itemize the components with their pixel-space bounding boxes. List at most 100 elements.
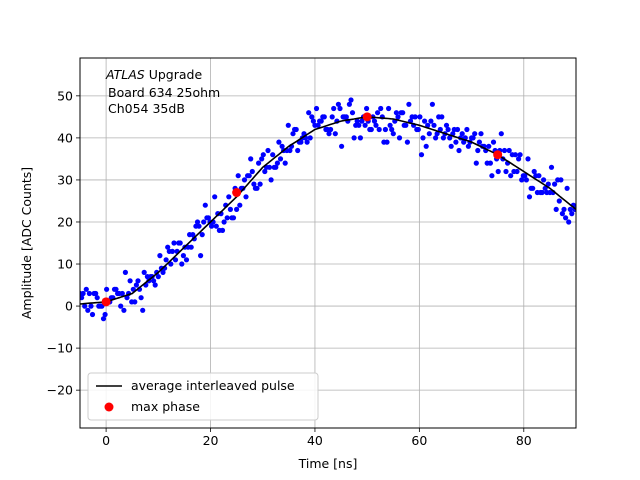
- sample-point: [556, 198, 562, 204]
- sample-point: [382, 126, 388, 133]
- sample-point: [375, 110, 381, 116]
- sample-point: [393, 110, 399, 116]
- y-tick-label: 50: [57, 88, 73, 103]
- sample-point: [306, 110, 312, 116]
- sample-point: [80, 295, 85, 301]
- sample-point: [213, 223, 219, 229]
- plot-frame: [79, 57, 577, 429]
- sample-point: [82, 303, 88, 309]
- annotation-upgrade-word: Upgrade: [145, 67, 203, 82]
- sample-point: [406, 101, 412, 107]
- sample-point: [386, 105, 392, 112]
- sample-point: [553, 206, 559, 212]
- sample-point: [489, 173, 495, 179]
- max-phase-point: [493, 150, 503, 160]
- legend-box: [87, 372, 319, 421]
- y-tick-label: 40: [57, 130, 73, 145]
- sample-point: [498, 131, 504, 137]
- sample-point: [418, 152, 425, 158]
- sample-point: [243, 194, 249, 200]
- sample-point: [559, 211, 566, 217]
- x-axis-label: Time [ns]: [298, 456, 358, 471]
- sample-point: [251, 181, 257, 187]
- sample-point: [478, 131, 484, 137]
- sample-point: [154, 269, 160, 275]
- sample-point: [179, 261, 185, 267]
- sample-point: [486, 143, 492, 149]
- y-tick-label: 20: [57, 214, 73, 229]
- sample-point: [439, 114, 445, 120]
- sample-point: [234, 206, 240, 212]
- sample-point: [472, 131, 478, 137]
- sample-point: [348, 97, 354, 103]
- x-axis-ticks: 0 20 40 60 80: [102, 428, 532, 448]
- sample-point: [490, 139, 497, 145]
- sample-point: [517, 152, 523, 158]
- sample-point: [536, 173, 542, 179]
- sample-point: [378, 105, 384, 112]
- sample-point: [346, 101, 352, 107]
- sample-point: [329, 114, 335, 120]
- sample-point: [403, 122, 409, 128]
- sample-point: [80, 290, 86, 297]
- sample-point: [448, 143, 454, 149]
- sample-point: [188, 244, 194, 250]
- sample-point: [422, 118, 428, 124]
- sample-point: [266, 164, 273, 170]
- sample-point: [138, 295, 144, 301]
- sample-point: [256, 160, 262, 166]
- sample-point: [310, 118, 316, 124]
- sample-point: [487, 160, 493, 166]
- x-tick-label: 20: [203, 433, 219, 448]
- sample-point: [428, 118, 434, 124]
- sample-point: [240, 185, 246, 191]
- legend-marker-swatch: [104, 402, 114, 412]
- sample-point: [569, 211, 575, 217]
- sample-point: [522, 173, 528, 179]
- sample-point: [100, 316, 107, 322]
- sample-point: [307, 135, 313, 141]
- sample-point: [298, 139, 304, 145]
- sample-point: [564, 185, 570, 191]
- sample-point: [237, 202, 243, 208]
- sample-point: [249, 168, 255, 175]
- sample-point: [453, 139, 459, 145]
- annotation-line-2: Board 634 25ohm: [108, 85, 220, 100]
- sample-point: [141, 269, 147, 275]
- sample-point: [337, 105, 343, 112]
- y-tick-label: 0: [65, 299, 73, 314]
- sample-point: [313, 105, 320, 112]
- sample-point: [260, 152, 266, 158]
- sample-point: [277, 156, 284, 162]
- y-tick-label: −20: [47, 383, 73, 398]
- sample-point: [165, 244, 171, 250]
- sample-point: [376, 126, 382, 133]
- sample-point: [140, 307, 146, 313]
- sample-point: [339, 143, 345, 149]
- sample-point: [104, 286, 110, 292]
- sample-point: [368, 126, 374, 133]
- sample-point: [359, 118, 365, 124]
- sample-point: [172, 257, 179, 263]
- sample-point: [387, 122, 393, 128]
- sample-point: [285, 122, 291, 128]
- sample-point: [425, 122, 431, 128]
- sample-point: [371, 118, 378, 124]
- sample-point: [118, 303, 124, 309]
- sample-point: [219, 227, 226, 233]
- sample-point: [514, 168, 520, 175]
- sample-point: [567, 206, 573, 212]
- sample-point: [119, 290, 125, 297]
- sample-point: [332, 131, 338, 137]
- sample-point: [476, 139, 482, 145]
- sample-point: [194, 219, 201, 225]
- sample-point: [293, 126, 299, 133]
- sample-point: [447, 135, 453, 141]
- x-tick-label: 0: [102, 433, 110, 448]
- sample-point: [201, 219, 207, 225]
- sample-point: [539, 189, 545, 196]
- sample-point: [241, 177, 248, 183]
- sample-point: [417, 114, 423, 120]
- sample-point: [426, 131, 432, 137]
- sample-point: [246, 173, 252, 179]
